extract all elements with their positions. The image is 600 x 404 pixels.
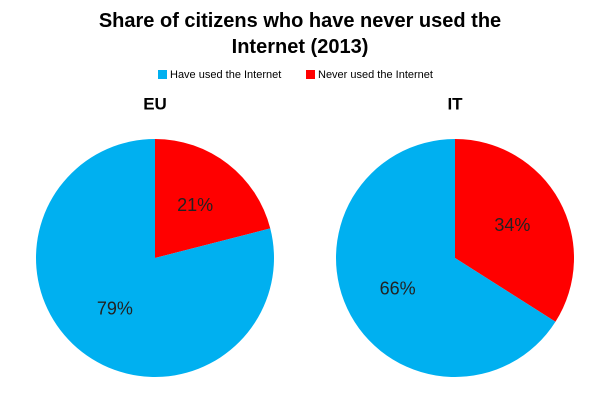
pie-slice (35, 139, 274, 378)
pie-slice (155, 139, 271, 258)
data-label: 21% (177, 195, 213, 215)
legend-label: Have used the Internet (170, 69, 281, 81)
pie-slice (336, 139, 556, 378)
data-label: 66% (380, 278, 416, 298)
chart-title: Share of citizens who have never used th… (98, 10, 502, 58)
legend-swatch (306, 70, 315, 79)
pie-slice (455, 139, 574, 322)
data-label: 34% (494, 215, 530, 235)
pie-title: EU (143, 94, 167, 113)
data-label: 79% (97, 298, 133, 318)
legend-label: Never used the Internet (318, 69, 433, 81)
pie-title: IT (447, 94, 463, 113)
legend-swatch (158, 70, 167, 79)
